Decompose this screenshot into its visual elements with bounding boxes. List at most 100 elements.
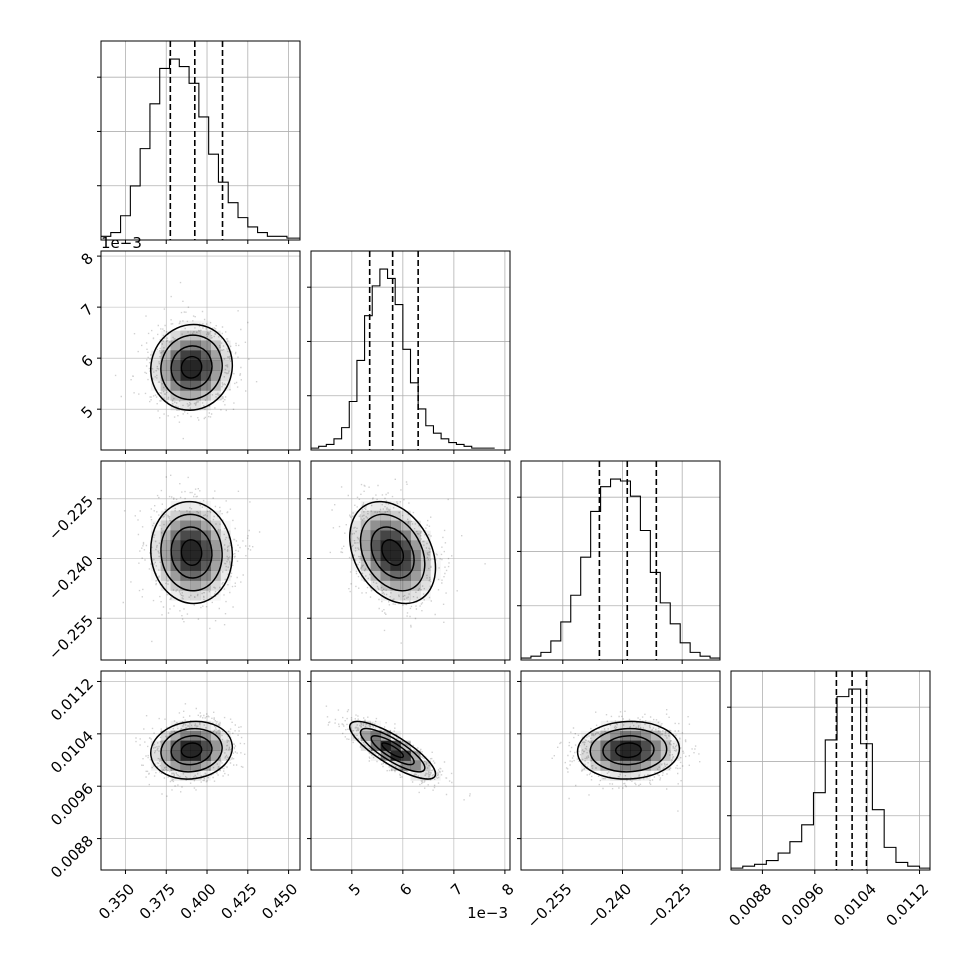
density-cell (190, 350, 201, 361)
panel-content (521, 671, 720, 870)
density-cell (410, 760, 421, 771)
density-cell (180, 520, 191, 531)
histogram-step (101, 58, 300, 239)
panel-frame (310, 250, 511, 451)
x-tick-label: 0.0088 (725, 880, 775, 930)
density-cell (640, 730, 651, 741)
density-cell (210, 560, 221, 571)
density-cell (600, 760, 611, 771)
density-cell (580, 760, 591, 771)
density-cell (380, 570, 391, 581)
density-cell (170, 370, 181, 381)
density-cell (360, 540, 371, 551)
density-cell (160, 370, 171, 381)
density-cell (360, 570, 371, 581)
density-cell (380, 740, 391, 751)
density-cell (380, 500, 391, 512)
density-cell (160, 340, 171, 351)
panel-content (101, 251, 300, 450)
density-cell (180, 570, 191, 581)
density-cell (190, 530, 201, 541)
density-cell (380, 590, 391, 601)
x-tick-label: 0.0096 (778, 880, 828, 930)
density-cell (400, 550, 411, 561)
hist-panel-0 (97, 40, 301, 244)
density-cell (160, 550, 171, 561)
contour-line (602, 735, 655, 766)
x-tick-label: 0.0112 (882, 880, 932, 930)
contour-line (150, 720, 234, 780)
density-cell (180, 770, 191, 781)
density-cell (400, 580, 411, 591)
density-cell (180, 740, 191, 751)
panel-content (311, 461, 510, 660)
density-cell (360, 740, 371, 751)
density-cell (350, 550, 362, 561)
density-cell (380, 510, 391, 521)
density-cell (630, 720, 641, 731)
density-cell (670, 750, 681, 761)
panel-frame (310, 670, 511, 871)
density-cell (190, 760, 201, 771)
density-cell (170, 740, 181, 751)
density-cell (400, 510, 411, 521)
density-cell (150, 360, 161, 371)
density-cell (660, 740, 671, 751)
density-cell (640, 760, 651, 771)
contour-line (349, 720, 437, 780)
density-cell (610, 720, 621, 731)
density-cell (590, 730, 601, 741)
density-cell (170, 380, 181, 391)
density-cell (600, 720, 611, 731)
contour-line (180, 742, 203, 759)
x-tick-label: 7 (447, 880, 466, 899)
density-cell (420, 580, 431, 591)
density-cell (360, 730, 371, 741)
contour-line (359, 513, 426, 592)
panel-content (101, 671, 300, 870)
density-cell (180, 760, 191, 771)
contour-line (170, 526, 213, 579)
density-cell (390, 580, 401, 591)
density-cell (200, 340, 211, 351)
density-cell (220, 340, 231, 351)
contour-line (180, 539, 203, 566)
density-cell (190, 510, 201, 521)
density-cell (180, 580, 191, 591)
density-cell (160, 530, 171, 541)
density-cell (190, 360, 201, 371)
density-cell (640, 750, 651, 761)
density-cell (400, 750, 411, 761)
density-cell (210, 350, 221, 361)
density-cell (580, 750, 591, 761)
density-cell (370, 500, 381, 512)
x-tick-label: 8 (498, 880, 517, 899)
density-cell (170, 730, 181, 741)
density-cell (390, 540, 401, 551)
density-cell (180, 590, 191, 601)
contour-line (359, 727, 426, 773)
y-tick-label: 0.0088 (47, 832, 97, 882)
density-panel-1-2 (307, 460, 511, 664)
density-cell (190, 550, 201, 561)
density-cell (170, 360, 181, 371)
density-cell (200, 360, 211, 371)
density-cell (150, 370, 161, 381)
density-cell (170, 510, 181, 521)
density-panel-1-3 (307, 670, 511, 874)
density-cell (220, 730, 231, 741)
density-cell (660, 730, 671, 741)
density-cell (200, 350, 211, 361)
density-cell (380, 730, 391, 741)
density-cell (220, 550, 231, 561)
density-cell (400, 590, 411, 601)
x-tick-label: −0.255 (524, 880, 576, 932)
density-cell (180, 400, 191, 411)
density-cell (180, 360, 191, 371)
density-cell (210, 580, 221, 591)
panel-frame (100, 670, 301, 871)
density-cell (350, 510, 362, 521)
contour-line (615, 742, 642, 759)
density-cell (390, 570, 401, 581)
density-cell (190, 390, 201, 401)
